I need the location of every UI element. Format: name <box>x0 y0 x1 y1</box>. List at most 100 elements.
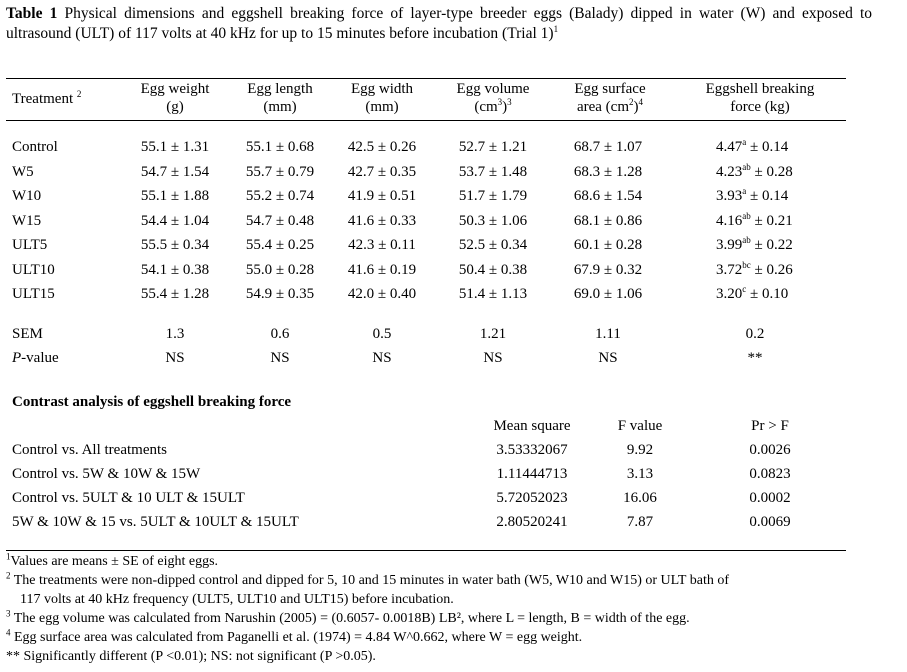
pvalue-value: NS <box>165 350 185 366</box>
pvalue-value: NS <box>270 350 290 366</box>
contrast-f: 9.92 <box>626 442 654 458</box>
table-cell: 55.5 ± 0.34 <box>140 237 210 253</box>
sem-value: 1.11 <box>595 326 621 342</box>
force-cell: 4.23ab ± 0.28 <box>716 161 793 180</box>
table-cell: 50.4 ± 0.38 <box>458 261 528 278</box>
table-cell: 55.2 ± 0.74 <box>245 188 315 204</box>
table-cell: 55.1 ± 1.31 <box>140 139 210 155</box>
row-treatment: ULT15 <box>12 286 55 302</box>
footnote-1: 1Values are means ± SE of eight eggs. <box>6 551 219 569</box>
contrast-label: Control vs. 5W & 10W & 15W <box>12 466 201 482</box>
pvalue-value: NS <box>483 350 503 366</box>
contrast-ms: 1.11444713 <box>496 466 568 482</box>
force-cell: 4.16ab ± 0.21 <box>716 210 793 229</box>
table-cell: 54.4 ± 1.04 <box>140 212 210 229</box>
bottom-rule <box>6 550 846 551</box>
contrast-header-f: F value <box>617 418 663 434</box>
table-cell: 42.5 ± 0.26 <box>347 139 417 155</box>
header-treatment: Treatment 2 <box>12 89 82 108</box>
header-width: Egg width (mm) <box>350 81 414 115</box>
table-cell: 55.1 ± 1.88 <box>140 188 210 204</box>
force-cell: 3.93a ± 0.14 <box>716 186 789 205</box>
table-cell: 55.7 ± 0.79 <box>245 163 315 180</box>
table-cell: 51.7 ± 1.79 <box>458 188 528 204</box>
table-cell: 42.7 ± 0.35 <box>347 163 417 180</box>
table-cell: 55.1 ± 0.68 <box>245 139 315 155</box>
pvalue-label: P-value <box>12 350 59 366</box>
footnote-2: 2 The treatments were non-dipped control… <box>6 570 729 588</box>
table-cell: 69.0 ± 1.06 <box>573 286 643 302</box>
table-cell: 54.7 ± 1.54 <box>140 163 210 180</box>
contrast-ms: 2.80520241 <box>496 514 568 530</box>
table-cell: 67.9 ± 0.32 <box>573 261 643 278</box>
sem-value: 1.3 <box>165 326 185 342</box>
row-treatment: W5 <box>12 163 34 180</box>
table-cell: 41.6 ± 0.33 <box>347 212 417 229</box>
table-cell: 41.6 ± 0.19 <box>347 261 417 278</box>
table-cell: 41.9 ± 0.51 <box>347 188 417 204</box>
header-surface: Egg surface area (cm2)4 <box>574 81 646 115</box>
table-cell: 51.4 ± 1.13 <box>458 286 528 302</box>
contrast-f: 16.06 <box>623 490 657 506</box>
table-cell: 54.7 ± 0.48 <box>245 212 315 229</box>
top-rule <box>6 78 846 79</box>
table-cell: 52.7 ± 1.21 <box>458 139 528 155</box>
header-weight: Egg weight (g) <box>140 81 210 115</box>
header-volume: Egg volume (cm3)3 <box>456 81 530 115</box>
table-cell: 68.3 ± 1.28 <box>573 163 643 180</box>
table-cell: 50.3 ± 1.06 <box>458 212 528 229</box>
caption-text: Physical dimensions and eggshell breakin… <box>6 5 872 42</box>
contrast-p: 0.0069 <box>749 514 791 530</box>
contrast-label: 5W & 10W & 15 vs. 5ULT & 10ULT & 15ULT <box>12 514 299 530</box>
table-cell: 52.5 ± 0.34 <box>458 237 528 253</box>
contrast-label: Control vs. 5ULT & 10 ULT & 15ULT <box>12 490 245 506</box>
table-cell: 42.3 ± 0.11 <box>348 237 416 253</box>
header-rule <box>6 120 846 121</box>
contrast-title: Contrast analysis of eggshell breaking f… <box>12 394 292 410</box>
sem-value: 0.5 <box>372 326 392 342</box>
footnote-5: ** Significantly different (P <0.01); NS… <box>6 649 376 664</box>
footnote-4: 4 Egg surface area was calculated from P… <box>6 627 583 645</box>
footnote-3: 3 The egg volume was calculated from Nar… <box>6 608 690 626</box>
row-treatment: W15 <box>12 212 42 229</box>
pvalue-value: NS <box>598 350 618 366</box>
contrast-f: 3.13 <box>626 466 654 482</box>
force-cell: 3.99ab ± 0.22 <box>716 235 793 254</box>
row-treatment: ULT5 <box>12 237 48 253</box>
table-cell: 53.7 ± 1.48 <box>458 163 528 180</box>
row-treatment: W10 <box>12 188 42 204</box>
table-cell: 55.4 ± 1.28 <box>140 286 210 302</box>
contrast-p: 0.0002 <box>749 490 791 506</box>
contrast-ms: 5.72052023 <box>496 490 568 506</box>
sem-value: 0.6 <box>270 326 290 342</box>
contrast-ms: 3.53332067 <box>496 442 568 458</box>
force-cell: 4.47a ± 0.14 <box>716 137 789 156</box>
contrast-f: 7.87 <box>626 514 654 530</box>
header-length: Egg length (mm) <box>247 81 313 115</box>
sem-label: SEM <box>12 326 43 342</box>
contrast-header-p: Pr > F <box>751 418 789 434</box>
table-label: Table 1 <box>6 5 58 22</box>
footnote-2-cont: 117 volts at 40 kHz frequency (ULT5, ULT… <box>20 592 454 607</box>
table-cell: 42.0 ± 0.40 <box>347 286 417 302</box>
force-cell: 3.72bc ± 0.26 <box>716 259 793 278</box>
pvalue-value: ** <box>747 350 763 366</box>
table-cell: 54.9 ± 0.35 <box>245 286 315 302</box>
force-cell: 3.20c ± 0.10 <box>716 284 789 303</box>
contrast-label: Control vs. All treatments <box>12 442 167 458</box>
row-treatment: Control <box>12 139 58 155</box>
contrast-header-ms: Mean square <box>493 418 571 434</box>
table-cell: 60.1 ± 0.28 <box>573 237 643 253</box>
pvalue-value: NS <box>372 350 392 366</box>
table-cell: 55.4 ± 0.25 <box>245 237 315 253</box>
caption-footnote-ref: 1 <box>553 23 559 34</box>
sem-value: 0.2 <box>745 326 765 342</box>
contrast-p: 0.0823 <box>749 466 791 482</box>
table-cell: 68.7 ± 1.07 <box>573 139 643 155</box>
sem-value: 1.21 <box>479 326 507 342</box>
table-cell: 68.1 ± 0.86 <box>573 212 643 229</box>
table-caption: Table 1 Physical dimensions and eggshell… <box>6 4 872 44</box>
row-treatment: ULT10 <box>12 261 55 278</box>
header-force: Eggshell breaking force (kg) <box>705 81 815 115</box>
table-cell: 55.0 ± 0.28 <box>245 261 315 278</box>
